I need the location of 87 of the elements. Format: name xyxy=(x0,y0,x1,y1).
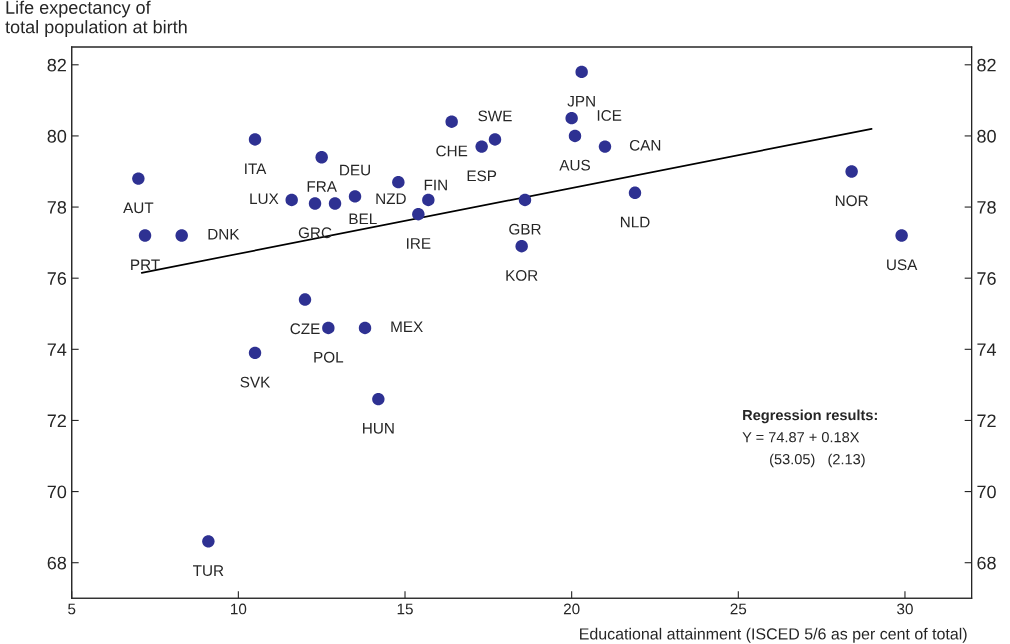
y-tick-label: 74 xyxy=(47,343,67,356)
annotation: Regression results: xyxy=(743,409,877,424)
annotation: CHE xyxy=(436,145,468,157)
annotation: GBR xyxy=(509,223,541,235)
point xyxy=(565,111,578,125)
y2-tick-label: 82 xyxy=(977,58,996,72)
x-tick-label: 30 xyxy=(897,603,913,615)
y2-tick-label: 76 xyxy=(977,272,996,285)
point xyxy=(488,133,502,146)
annotation: AUT xyxy=(123,202,154,214)
y2-tick-label: 68 xyxy=(977,556,996,570)
point xyxy=(308,197,322,210)
point xyxy=(132,172,145,185)
x-tick-label: 25 xyxy=(730,603,747,615)
point xyxy=(348,190,362,203)
annotation: DEU xyxy=(340,164,370,176)
x-axis-title: Educational attainment (ISCED 5/6 as per cent of total) xyxy=(580,627,967,643)
point xyxy=(328,197,342,210)
annotation: TUR xyxy=(193,565,224,577)
x-tick-label: 5 xyxy=(68,603,76,615)
annotation: BEL xyxy=(349,213,377,225)
annotation: PRT xyxy=(131,259,160,271)
annotation: NLD xyxy=(620,216,650,228)
point xyxy=(575,65,588,79)
annotation: GRC xyxy=(298,227,332,239)
annotation: JPN xyxy=(567,95,595,107)
point xyxy=(475,140,488,153)
annotation: Y = 74.87 + 0.18X xyxy=(742,432,860,443)
point xyxy=(518,193,532,207)
annotation: ITA xyxy=(245,163,267,174)
y-tick-label: 76 xyxy=(47,272,67,285)
annotation: CZE xyxy=(290,323,320,335)
y2-tick-label: 70 xyxy=(977,485,996,499)
y2-tick-label: 78 xyxy=(977,200,996,214)
x-tick-label: 15 xyxy=(397,603,413,615)
annotation: DNK xyxy=(208,228,240,240)
point xyxy=(895,229,908,242)
point xyxy=(315,151,328,164)
point xyxy=(358,321,372,335)
annotation: ESP xyxy=(467,170,497,182)
annotation: AUS xyxy=(559,159,590,171)
annotation: CAN xyxy=(629,139,661,151)
annotation: FRA xyxy=(307,181,337,192)
point xyxy=(372,392,385,406)
annotation: SVK xyxy=(240,376,271,388)
annotation: POL xyxy=(314,351,344,363)
y-tick-label: 72 xyxy=(47,414,66,427)
point xyxy=(568,129,582,143)
y-tick-label: 70 xyxy=(47,485,67,499)
annotation: MEX xyxy=(391,321,423,332)
point xyxy=(515,239,528,253)
point xyxy=(322,321,335,335)
point xyxy=(392,175,405,189)
point xyxy=(412,207,425,221)
annotation: (53.05) (2.13) xyxy=(770,453,865,468)
point xyxy=(298,293,312,306)
y2-tick-label: 72 xyxy=(977,414,996,427)
annotation: ICE xyxy=(597,110,622,121)
y-axis-title: Life expectancy of total population at birth xyxy=(5,0,187,37)
annotation: FIN xyxy=(424,179,447,191)
y-tick-label: 80 xyxy=(47,129,67,143)
x-tick-label: 20 xyxy=(563,603,580,615)
annotation: SWE xyxy=(478,110,512,122)
point xyxy=(422,193,435,207)
y-tick-label: 68 xyxy=(47,556,67,570)
y2-tick-label: 74 xyxy=(977,343,997,356)
point xyxy=(845,165,858,178)
annotation: IRE xyxy=(407,238,431,249)
annotation: HUN xyxy=(363,423,394,434)
annotation: USA xyxy=(887,259,918,271)
point xyxy=(285,193,298,207)
point xyxy=(445,115,458,128)
x-tick-label: 10 xyxy=(231,603,247,615)
y-tick-label: 78 xyxy=(47,200,67,214)
point xyxy=(138,229,152,242)
point xyxy=(175,229,188,242)
y2-tick-label: 80 xyxy=(977,129,996,143)
annotation: NZD xyxy=(376,193,406,204)
annotation: LUX xyxy=(250,193,279,205)
y-tick-label: 82 xyxy=(47,58,66,72)
point xyxy=(202,535,215,548)
annotation: KOR xyxy=(506,270,538,281)
point xyxy=(598,140,612,153)
point xyxy=(248,133,262,146)
point xyxy=(248,346,262,360)
point xyxy=(628,186,642,200)
annotation: NOR xyxy=(835,195,868,207)
